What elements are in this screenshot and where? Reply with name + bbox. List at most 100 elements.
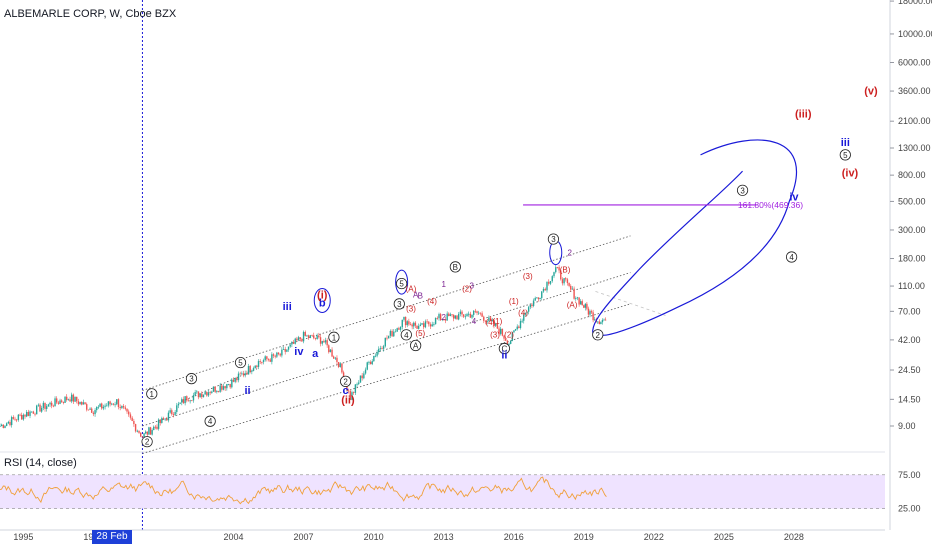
candle-body — [67, 399, 70, 401]
candle-body — [438, 314, 440, 319]
price-axis[interactable]: 18000.00 10000.00 6000.00 3600.00 2100.00 130… — [889, 0, 932, 530]
candle-body — [144, 431, 147, 434]
candle-body — [209, 392, 211, 394]
candle-body — [583, 305, 585, 308]
candle-body — [164, 418, 166, 420]
candle-body — [72, 394, 75, 402]
candle-body — [329, 349, 332, 353]
candle-body — [444, 319, 447, 321]
time-tick-label: 2004 — [223, 532, 243, 542]
channel-line — [142, 303, 631, 454]
candle-body — [49, 402, 51, 405]
candle-body — [519, 321, 522, 328]
candle-body — [536, 297, 538, 299]
wave-circle — [146, 388, 158, 400]
candle-body — [531, 304, 533, 306]
candle-body — [434, 317, 437, 325]
candle-body — [266, 356, 268, 360]
chart-title: ALBEMARLE CORP, W, Cboe BZX — [4, 8, 177, 20]
time-axis[interactable]: 1995199820042007201020132016201920222025… — [0, 529, 885, 542]
candle-body — [336, 357, 338, 362]
candle-body — [587, 308, 590, 315]
candle-body — [140, 432, 142, 437]
candle-body — [252, 368, 255, 371]
wave-circle-label: 4 — [789, 253, 794, 262]
candle-body — [561, 279, 564, 284]
candle-body — [86, 404, 88, 410]
candle-body — [532, 300, 535, 306]
candle-body — [323, 341, 325, 343]
candle-body — [81, 401, 83, 405]
candle-body — [479, 312, 482, 314]
candle-body — [199, 393, 201, 398]
candle-body — [386, 337, 388, 339]
candle-body — [589, 311, 591, 315]
wave-label: 4 — [472, 317, 477, 326]
candle-body — [311, 335, 313, 337]
candle-body — [363, 373, 365, 379]
candle-body — [306, 335, 308, 337]
candle-body — [207, 392, 210, 396]
candle-body — [222, 386, 225, 390]
wave-label: (4) — [518, 308, 528, 317]
candle-body — [196, 391, 198, 393]
projection-wave-loop — [599, 139, 797, 336]
candle-body — [169, 410, 171, 413]
candle-body — [334, 357, 337, 359]
candle-body — [19, 414, 21, 416]
candle-body — [281, 349, 283, 356]
candle-body — [358, 382, 360, 384]
wave-circle-label: C — [501, 345, 507, 354]
candle-body — [496, 323, 499, 329]
candle-body — [44, 402, 46, 409]
candle-body — [560, 270, 562, 280]
candle-body — [578, 297, 580, 305]
candle-body — [284, 349, 286, 352]
candle-body — [556, 267, 559, 269]
candle-body — [319, 337, 322, 344]
rsi-axis[interactable]: 75.00 25.00 — [898, 470, 921, 514]
candle-body — [511, 332, 514, 341]
time-tick-label: 2010 — [364, 532, 384, 542]
candle-body — [500, 328, 502, 334]
candle-body — [12, 417, 15, 419]
candle-body — [401, 319, 403, 328]
fib-label: 161.80%(469.36) — [738, 200, 803, 210]
candle-body — [77, 401, 80, 405]
candle-body — [527, 307, 530, 312]
candle-body — [204, 392, 206, 395]
candle-body — [598, 321, 601, 325]
candle-body — [376, 352, 378, 356]
candle-body — [417, 326, 420, 329]
candle-body — [558, 267, 560, 271]
candle-body — [354, 384, 357, 393]
wave-circle — [339, 375, 352, 387]
candle-body — [453, 314, 455, 319]
wave-label: (3) — [523, 272, 533, 281]
candle-body — [29, 411, 31, 416]
candle-body — [217, 390, 220, 392]
wave-label: iii — [283, 301, 292, 313]
wave-circle-label: 5 — [399, 280, 404, 289]
wave-label: (A) — [567, 300, 578, 309]
candle-body — [498, 328, 500, 334]
candle-body — [328, 345, 330, 353]
candle-body — [481, 313, 483, 317]
price-tick-label: 18000.00 — [898, 0, 932, 6]
candle-body — [92, 412, 95, 415]
candle-body — [272, 354, 275, 356]
candle-body — [542, 288, 545, 292]
candle-body — [347, 390, 350, 392]
candle-body — [167, 412, 170, 421]
wave-i-highlight — [313, 287, 331, 313]
candle-body — [289, 344, 291, 347]
candle-body — [462, 314, 465, 317]
candle-body — [356, 383, 358, 385]
candle-body — [593, 319, 596, 321]
candle-body — [601, 319, 604, 323]
candle-body — [302, 331, 305, 342]
candle-body — [244, 373, 246, 376]
candle-body — [509, 340, 512, 344]
candle-body — [4, 425, 6, 428]
candle-body — [456, 315, 458, 320]
